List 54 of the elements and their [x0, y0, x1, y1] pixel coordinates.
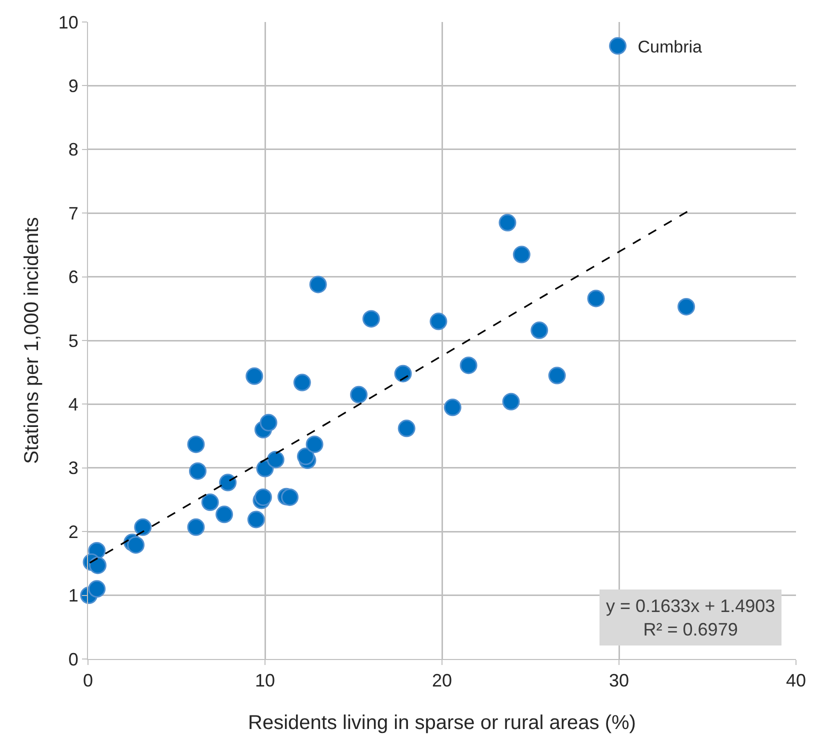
- point: [444, 398, 462, 416]
- y-axis-title: Stations per 1,000 incidents: [21, 217, 43, 464]
- point: [254, 488, 272, 506]
- point: [460, 356, 478, 374]
- point: [678, 298, 696, 316]
- y-tick-label: 9: [68, 76, 78, 96]
- point: [512, 246, 530, 264]
- point: [530, 322, 548, 340]
- x-tick-label: 0: [82, 670, 94, 691]
- point: [394, 364, 412, 382]
- legend-label: Cumbria: [638, 38, 703, 57]
- point: [350, 386, 368, 404]
- point: [548, 366, 566, 384]
- point: [260, 414, 278, 432]
- point: [246, 367, 264, 385]
- x-axis-title: Residents living in sparse or rural areas (%): [248, 712, 636, 734]
- point: [498, 214, 516, 232]
- point: [293, 374, 311, 392]
- point: [216, 506, 234, 524]
- point: [430, 312, 448, 330]
- x-tick-label: 30: [608, 670, 630, 691]
- point: [188, 462, 206, 480]
- x-tick-label: 20: [432, 670, 452, 691]
- y-tick-label: 4: [68, 394, 78, 414]
- x-tick-label: 40: [786, 670, 806, 691]
- point: [587, 290, 605, 308]
- point: [247, 510, 265, 528]
- point: [219, 474, 237, 492]
- point: [88, 556, 106, 574]
- point: [187, 436, 205, 454]
- annotation: y = 0.1633x + 1.4903 R² = 0.6979: [606, 596, 776, 640]
- point: [296, 448, 314, 466]
- point: [362, 310, 380, 328]
- y-tick-label: 2: [68, 522, 78, 542]
- y-tick-label: 5: [68, 330, 78, 351]
- point: [134, 518, 152, 536]
- point: [309, 276, 327, 294]
- point: [187, 518, 205, 536]
- x-tick-label: 10: [254, 670, 276, 691]
- point: [281, 488, 299, 506]
- point: [266, 450, 284, 468]
- y-tick-label: 10: [58, 12, 78, 32]
- point: [201, 494, 219, 512]
- y-tick-label: 3: [68, 458, 78, 478]
- point: [502, 392, 520, 410]
- point: [127, 536, 145, 554]
- y-tick-label: 0: [68, 649, 78, 670]
- point: [398, 420, 416, 438]
- y-tick-label: 6: [68, 267, 78, 288]
- point: [88, 580, 106, 598]
- y-tick-label: 1: [68, 586, 78, 606]
- y-tick-label: 7: [68, 203, 78, 224]
- point: [306, 436, 324, 454]
- y-tick-label: 8: [68, 140, 78, 160]
